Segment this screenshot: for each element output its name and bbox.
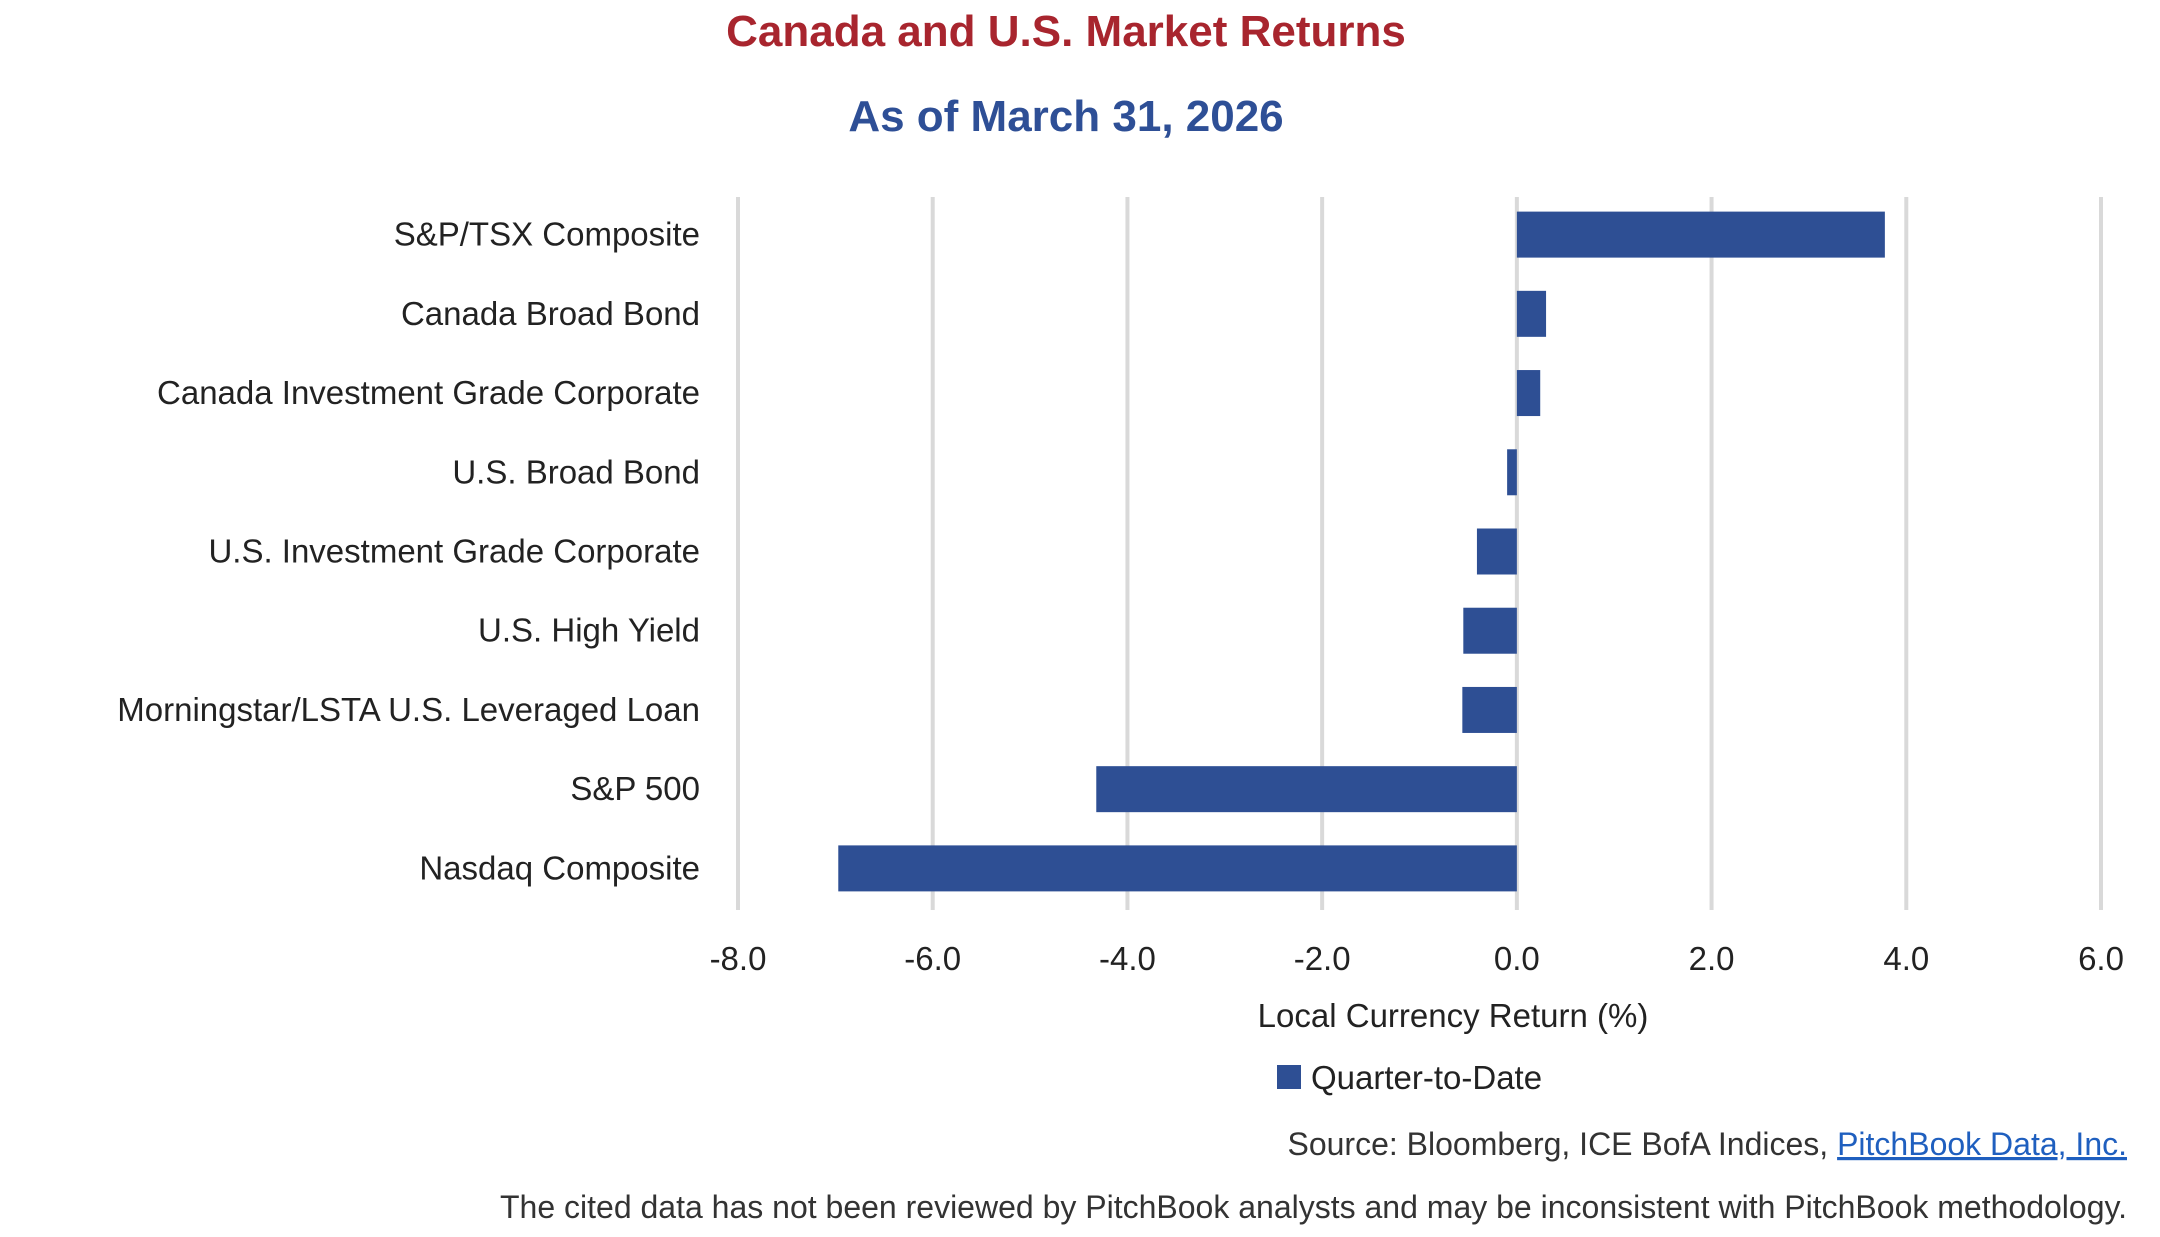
category-label: U.S. Investment Grade Corporate [208, 533, 700, 570]
category-label: Canada Investment Grade Corporate [157, 374, 700, 411]
x-tick-label: -2.0 [1294, 940, 1351, 977]
category-label: Canada Broad Bond [401, 295, 700, 332]
x-tick-label: 6.0 [2078, 940, 2124, 977]
pitchbook-link[interactable]: PitchBook Data, Inc. [1837, 1126, 2127, 1162]
category-label: S&P/TSX Composite [394, 216, 700, 253]
bar [1462, 686, 1517, 733]
bar [1507, 449, 1517, 496]
category-label: S&P 500 [570, 770, 700, 807]
category-label: Nasdaq Composite [419, 849, 700, 886]
x-tick-label: 4.0 [1883, 940, 1929, 977]
category-label: U.S. High Yield [478, 612, 700, 649]
legend-label: Quarter-to-Date [1311, 1059, 1542, 1096]
chart-title: Canada and U.S. Market Returns [726, 7, 1406, 56]
disclaimer: The cited data has not been reviewed by … [500, 1189, 2127, 1225]
chart-subtitle: As of March 31, 2026 [848, 92, 1283, 141]
x-tick-label: -6.0 [904, 940, 961, 977]
category-label: Morningstar/LSTA U.S. Leveraged Loan [117, 691, 700, 728]
x-tick-label: 2.0 [1689, 940, 1735, 977]
source-text: Source: Bloomberg, ICE BofA Indices, [1287, 1126, 1837, 1162]
bar [1096, 766, 1517, 813]
x-tick-label: 0.0 [1494, 940, 1540, 977]
category-label: U.S. Broad Bond [452, 453, 700, 490]
x-tick-label: -4.0 [1099, 940, 1156, 977]
x-axis-title: Local Currency Return (%) [1258, 997, 1649, 1034]
legend-swatch [1277, 1065, 1301, 1089]
bar [1476, 528, 1517, 575]
x-tick-label: -8.0 [710, 940, 767, 977]
bar [838, 845, 1517, 892]
bar [1516, 211, 1885, 258]
source-note: Source: Bloomberg, ICE BofA Indices, Pit… [1287, 1126, 2127, 1162]
bar [1516, 290, 1547, 337]
bar [1516, 370, 1541, 417]
bar [1463, 607, 1517, 654]
